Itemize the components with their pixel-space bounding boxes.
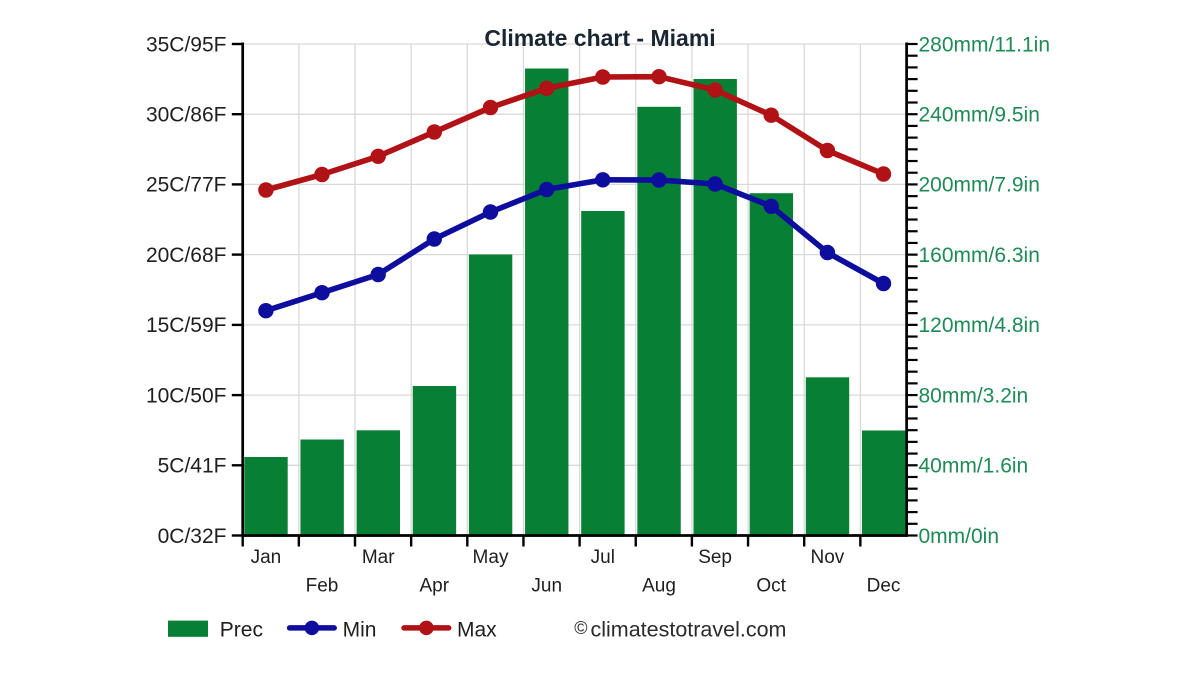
svg-text:Mar: Mar bbox=[362, 547, 395, 568]
svg-text:280mm/11.1in: 280mm/11.1in bbox=[919, 33, 1051, 56]
svg-text:Min: Min bbox=[343, 619, 377, 642]
svg-text:20C/68F: 20C/68F bbox=[146, 244, 227, 267]
svg-text:5C/41F: 5C/41F bbox=[158, 455, 227, 478]
svg-text:Feb: Feb bbox=[306, 576, 339, 597]
svg-text:Jul: Jul bbox=[591, 547, 615, 568]
svg-text:©: © bbox=[574, 618, 587, 638]
svg-text:25C/77F: 25C/77F bbox=[146, 174, 227, 197]
svg-text:Jun: Jun bbox=[531, 576, 562, 597]
svg-text:240mm/9.5in: 240mm/9.5in bbox=[919, 104, 1040, 127]
svg-text:10C/50F: 10C/50F bbox=[146, 384, 227, 407]
svg-text:Sep: Sep bbox=[698, 547, 732, 568]
svg-text:200mm/7.9in: 200mm/7.9in bbox=[919, 174, 1040, 197]
svg-text:160mm/6.3in: 160mm/6.3in bbox=[919, 244, 1040, 267]
svg-text:Prec: Prec bbox=[220, 619, 263, 642]
svg-text:30C/86F: 30C/86F bbox=[146, 104, 227, 127]
svg-text:35C/95F: 35C/95F bbox=[146, 33, 227, 56]
svg-text:Apr: Apr bbox=[420, 576, 450, 597]
svg-text:Nov: Nov bbox=[811, 547, 845, 568]
svg-text:Aug: Aug bbox=[642, 576, 676, 597]
svg-text:0C/32F: 0C/32F bbox=[158, 525, 227, 548]
svg-text:climatestotravel.com: climatestotravel.com bbox=[591, 618, 787, 642]
svg-text:May: May bbox=[473, 547, 509, 568]
svg-text:15C/59F: 15C/59F bbox=[146, 314, 227, 337]
svg-text:Oct: Oct bbox=[756, 576, 786, 597]
svg-text:40mm/1.6in: 40mm/1.6in bbox=[919, 455, 1029, 478]
svg-text:Max: Max bbox=[457, 619, 497, 642]
svg-text:0mm/0in: 0mm/0in bbox=[919, 525, 1000, 548]
svg-text:120mm/4.8in: 120mm/4.8in bbox=[919, 314, 1040, 337]
svg-text:Jan: Jan bbox=[251, 547, 282, 568]
svg-text:Dec: Dec bbox=[867, 576, 901, 597]
svg-text:80mm/3.2in: 80mm/3.2in bbox=[919, 384, 1029, 407]
svg-text:Climate chart - Miami: Climate chart - Miami bbox=[484, 25, 715, 51]
